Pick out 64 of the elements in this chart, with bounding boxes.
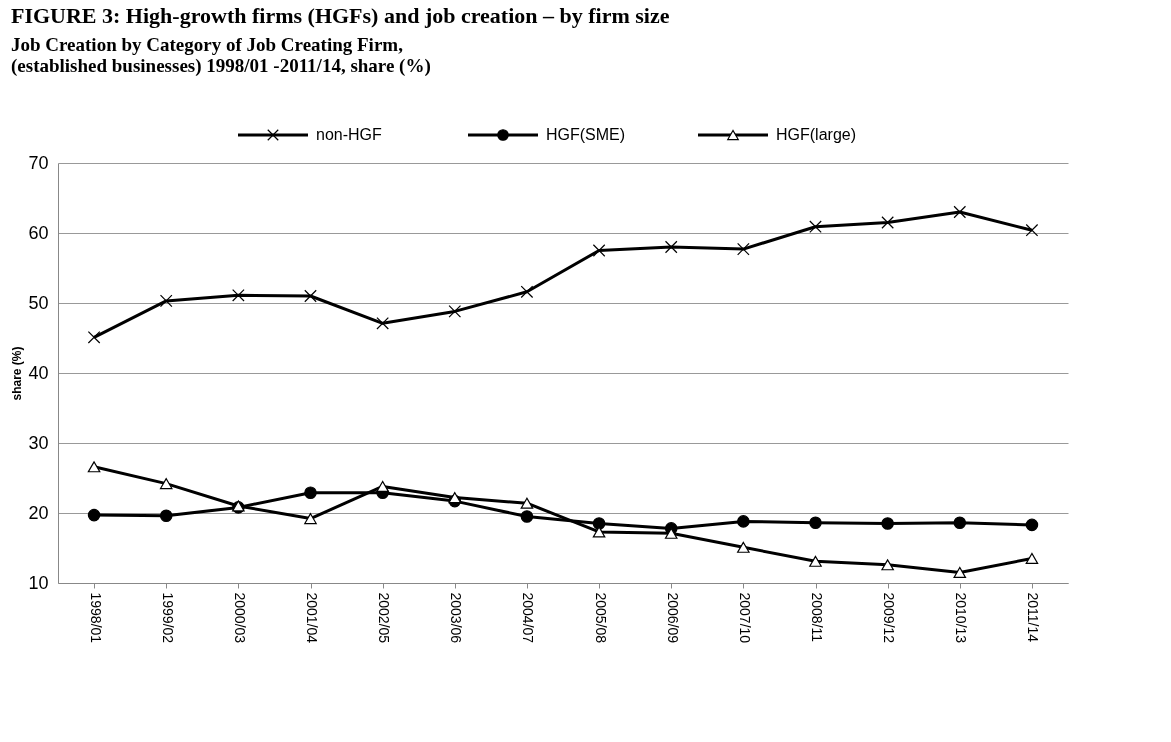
- y-tick-label: 60: [28, 222, 49, 243]
- y-tick-label: 30: [28, 432, 49, 453]
- point: [592, 517, 606, 530]
- point: [520, 285, 534, 299]
- point: [304, 289, 317, 303]
- point: [304, 513, 317, 525]
- point: [304, 486, 317, 499]
- y-tick-label: 10: [28, 572, 49, 593]
- y-tick-label: 40: [28, 362, 49, 383]
- point: [159, 509, 173, 523]
- point: [809, 220, 822, 233]
- chart-title: FIGURE 3: High-growth firms (HGFs) and job creation – by firm size: [10, 3, 670, 28]
- point: [664, 240, 678, 254]
- x-tick-label: 2004/07: [520, 592, 537, 644]
- point: [376, 317, 389, 330]
- point: [87, 331, 101, 344]
- point: [881, 559, 894, 571]
- point: [737, 541, 750, 553]
- point: [953, 516, 967, 530]
- x-tick-label: 2001/04: [304, 592, 320, 644]
- point: [592, 526, 606, 538]
- y-axis-title: share (%): [10, 346, 25, 401]
- y-tick-label: 20: [28, 502, 49, 523]
- x-tick-label: 1999/02: [159, 592, 176, 644]
- point: [159, 294, 173, 308]
- x-tick-label: 2005/08: [592, 592, 609, 644]
- chart-subtitle: Job Creation by Category of Job Creating Firm, (established businesses) 1998/01 -2011/14, share (%): [10, 34, 431, 77]
- point: [1025, 518, 1039, 532]
- legend-label: HGF(SME): [546, 126, 626, 143]
- point: [809, 555, 822, 567]
- point: [520, 497, 534, 509]
- x-tick-label: 2006/09: [664, 592, 681, 644]
- point: [87, 461, 101, 473]
- x-tick-label: 2007/10: [736, 592, 753, 644]
- point: [881, 517, 894, 530]
- x-tick-label: 2010/13: [953, 592, 970, 644]
- point: [87, 508, 101, 522]
- point: [953, 566, 967, 579]
- point: [737, 242, 750, 256]
- x-tick-label: 2008/11: [809, 592, 825, 643]
- y-tick-label: 50: [28, 292, 49, 313]
- x-tick-label: 2000/03: [231, 592, 248, 644]
- y-tick-label: 70: [28, 152, 49, 173]
- x-tick-label: 2011/14: [1025, 592, 1042, 643]
- point: [664, 527, 678, 539]
- x-tick-label: 2002/05: [376, 592, 393, 644]
- point: [520, 510, 534, 523]
- point: [448, 492, 462, 504]
- point: [881, 216, 894, 229]
- point: [448, 305, 462, 318]
- point: [1025, 552, 1039, 565]
- point: [592, 244, 606, 257]
- legend-label: non-HGF: [316, 126, 383, 143]
- point: [376, 480, 389, 492]
- point: [232, 289, 245, 302]
- x-tick-label: 2009/12: [881, 592, 898, 644]
- point: [953, 205, 967, 219]
- point: [737, 515, 750, 528]
- x-tick-label: 1998/01: [87, 592, 104, 644]
- point: [1025, 223, 1039, 237]
- legend-label: HGF(large): [776, 126, 857, 143]
- point: [159, 478, 173, 490]
- point: [809, 516, 822, 530]
- x-tick-label: 2003/06: [448, 592, 465, 644]
